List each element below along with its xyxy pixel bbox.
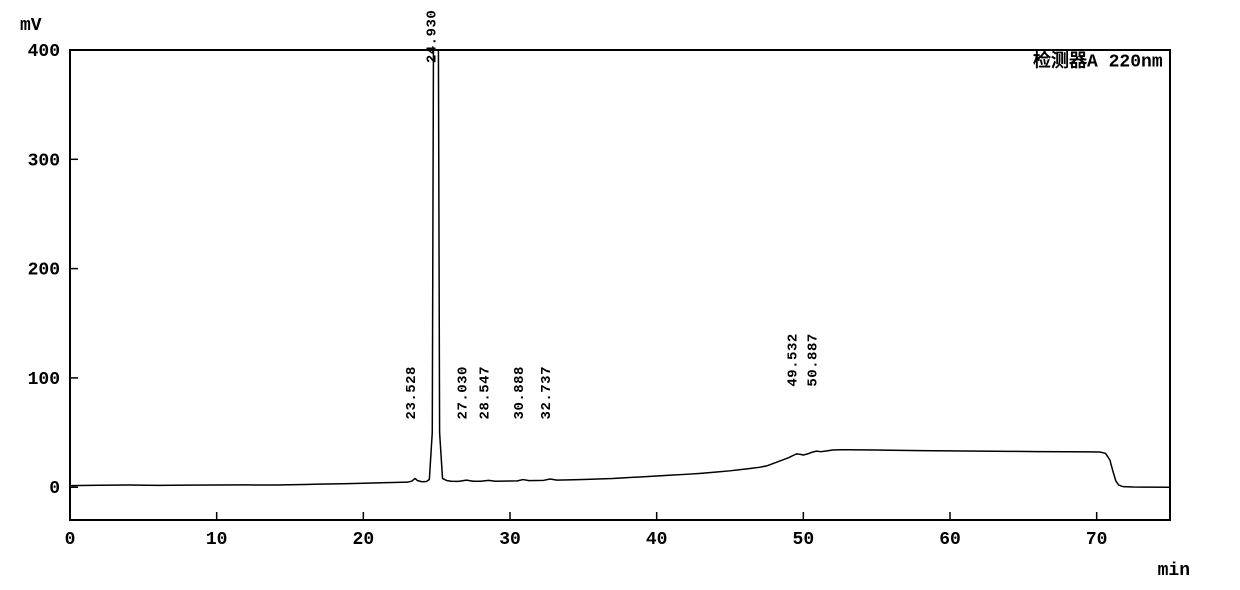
peak-label: 49.532 [785, 333, 801, 386]
y-tick-label: 400 [28, 42, 60, 62]
x-tick-label: 40 [646, 530, 668, 550]
peak-label: 28.547 [478, 366, 494, 419]
detector-label: 检测器A 220nm [1033, 49, 1163, 72]
x-tick-label: 50 [793, 530, 815, 550]
plot-border [70, 50, 1170, 520]
peak-label: 32.737 [539, 366, 555, 419]
peak-label: 24.930 [425, 10, 441, 63]
x-tick-label: 10 [206, 530, 228, 550]
y-tick-label: 100 [28, 370, 60, 390]
x-tick-label: 30 [499, 530, 521, 550]
x-tick-label: 60 [939, 530, 961, 550]
chart-svg: 0 10 20 30 40 50 60 70 0 100 200 300 400 检测器A 220nm mV… [0, 0, 1240, 590]
y-axis-label: mV [20, 16, 42, 36]
chromatogram-chart: 0 10 20 30 40 50 60 70 0 100 200 300 400 检测器A 220nm mV… [0, 0, 1240, 590]
x-tick-label: 0 [65, 530, 76, 550]
peak-label: 23.528 [404, 366, 420, 419]
peak-label: 50.887 [805, 333, 821, 386]
y-tick-label: 300 [28, 151, 60, 171]
y-tick-label: 200 [28, 261, 60, 281]
x-axis-label: min [1158, 561, 1190, 581]
peak-label: 30.888 [512, 366, 528, 419]
x-tick-label: 70 [1086, 530, 1108, 550]
y-tick-label: 0 [49, 479, 60, 499]
chromatogram-trace [70, 0, 1170, 487]
peak-label: 27.030 [455, 366, 471, 419]
x-tick-label: 20 [353, 530, 375, 550]
